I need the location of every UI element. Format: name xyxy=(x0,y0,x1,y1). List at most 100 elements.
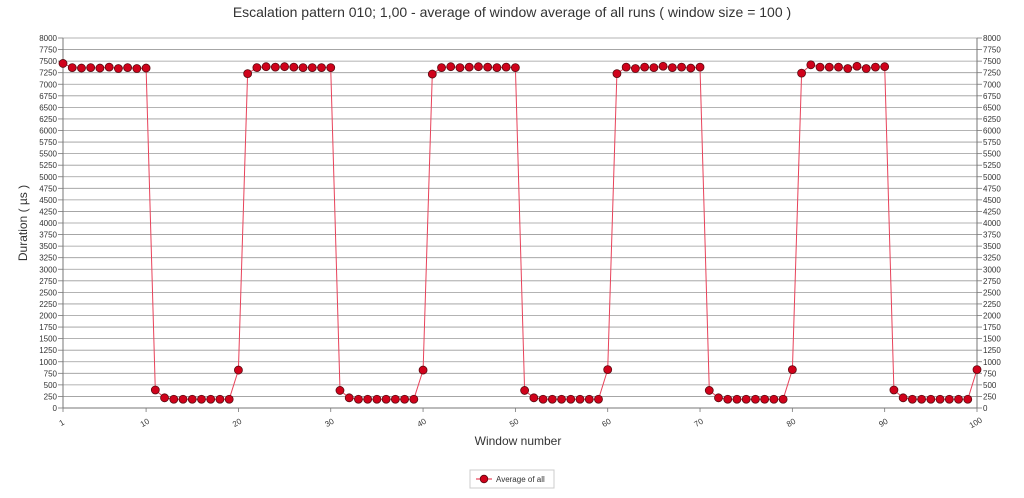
data-point[interactable] xyxy=(889,385,899,395)
data-point[interactable] xyxy=(538,394,548,404)
data-point[interactable] xyxy=(778,394,788,404)
data-point[interactable] xyxy=(797,68,806,78)
data-point[interactable] xyxy=(141,63,151,73)
data-point[interactable] xyxy=(317,63,326,72)
data-point[interactable] xyxy=(566,394,576,404)
data-point[interactable] xyxy=(169,394,179,404)
data-point[interactable] xyxy=(178,394,188,404)
data-point[interactable] xyxy=(132,64,142,73)
data-point[interactable] xyxy=(741,394,751,404)
data-point[interactable] xyxy=(695,62,705,72)
data-point[interactable] xyxy=(954,394,963,404)
data-point[interactable] xyxy=(104,62,114,72)
data-point[interactable] xyxy=(704,386,714,395)
data-point[interactable] xyxy=(649,63,659,72)
data-point[interactable] xyxy=(197,394,206,404)
data-point[interactable] xyxy=(67,63,77,72)
data-point[interactable] xyxy=(335,386,345,395)
data-point[interactable] xyxy=(852,61,862,71)
data-point[interactable] xyxy=(631,64,640,73)
data-point[interactable] xyxy=(723,394,733,404)
data-point[interactable] xyxy=(963,394,973,404)
data-point[interactable] xyxy=(871,62,880,72)
data-point[interactable] xyxy=(686,63,696,73)
data-point[interactable] xyxy=(501,62,511,72)
data-point[interactable] xyxy=(760,394,770,404)
data-point[interactable] xyxy=(935,394,945,404)
data-point[interactable] xyxy=(123,63,133,72)
data-point[interactable] xyxy=(418,365,428,375)
data-point[interactable] xyxy=(640,62,650,72)
data-point[interactable] xyxy=(252,63,262,72)
data-point[interactable] xyxy=(372,394,382,404)
data-point[interactable] xyxy=(714,393,723,403)
data-point[interactable] xyxy=(363,394,373,404)
data-point[interactable] xyxy=(344,393,354,403)
data-point[interactable] xyxy=(427,69,437,79)
data-point[interactable] xyxy=(86,63,96,72)
data-point[interactable] xyxy=(520,386,530,395)
data-point[interactable] xyxy=(732,394,742,404)
data-point[interactable] xyxy=(224,394,234,404)
data-point[interactable] xyxy=(326,63,336,72)
data-point[interactable] xyxy=(464,62,474,72)
data-point[interactable] xyxy=(972,365,982,375)
data-point[interactable] xyxy=(806,60,816,70)
data-point[interactable] xyxy=(474,62,483,72)
data-point[interactable] xyxy=(658,61,668,71)
data-point[interactable] xyxy=(400,394,409,404)
data-point[interactable] xyxy=(861,64,871,73)
data-point[interactable] xyxy=(243,69,253,79)
data-point[interactable] xyxy=(381,394,391,404)
data-point[interactable] xyxy=(917,394,927,404)
data-point[interactable] xyxy=(483,62,493,72)
data-point[interactable] xyxy=(594,394,603,404)
data-point[interactable] xyxy=(160,393,169,403)
data-point[interactable] xyxy=(584,394,594,404)
data-point[interactable] xyxy=(234,365,243,375)
data-point[interactable] xyxy=(815,62,825,72)
data-point[interactable] xyxy=(270,62,280,72)
data-point[interactable] xyxy=(150,385,160,395)
data-point[interactable] xyxy=(880,62,890,72)
data-point[interactable] xyxy=(621,62,631,72)
data-point[interactable] xyxy=(307,63,317,72)
data-point[interactable] xyxy=(612,69,622,79)
data-point[interactable] xyxy=(187,394,197,404)
data-point[interactable] xyxy=(667,63,677,72)
data-point[interactable] xyxy=(206,394,216,404)
data-point[interactable] xyxy=(603,365,613,375)
data-point[interactable] xyxy=(354,394,363,404)
data-point[interactable] xyxy=(492,63,502,72)
data-point[interactable] xyxy=(510,63,520,72)
data-point[interactable] xyxy=(677,62,686,72)
data-point[interactable] xyxy=(907,394,917,404)
data-point[interactable] xyxy=(751,394,760,404)
data-point[interactable] xyxy=(843,64,853,73)
data-point[interactable] xyxy=(529,393,539,403)
data-point[interactable] xyxy=(298,63,308,72)
data-point[interactable] xyxy=(834,62,843,72)
data-point[interactable] xyxy=(547,394,557,404)
data-point[interactable] xyxy=(409,394,419,404)
data-point[interactable] xyxy=(261,62,271,72)
data-point[interactable] xyxy=(437,63,446,72)
data-point[interactable] xyxy=(575,394,585,404)
data-point[interactable] xyxy=(280,62,289,72)
data-point[interactable] xyxy=(289,62,299,72)
data-point[interactable] xyxy=(390,394,400,404)
data-point[interactable] xyxy=(787,365,797,375)
data-point[interactable] xyxy=(455,63,465,72)
data-point[interactable] xyxy=(944,394,954,404)
data-point[interactable] xyxy=(95,63,105,73)
data-point[interactable] xyxy=(557,394,566,404)
data-point[interactable] xyxy=(77,63,86,73)
data-point[interactable] xyxy=(898,393,908,403)
data-point[interactable] xyxy=(446,62,456,72)
data-point[interactable] xyxy=(926,394,936,404)
data-point[interactable] xyxy=(215,394,225,404)
data-point[interactable] xyxy=(113,64,123,73)
data-point[interactable] xyxy=(769,394,779,404)
data-point[interactable] xyxy=(824,62,834,72)
legend[interactable]: Average of all xyxy=(469,469,555,489)
